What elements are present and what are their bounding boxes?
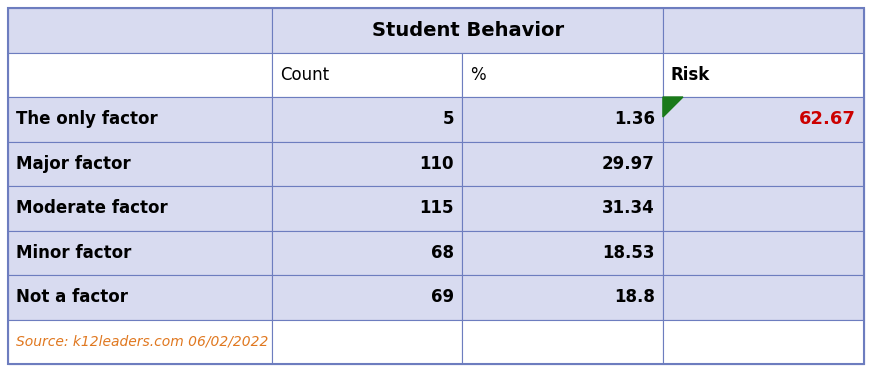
Bar: [8, 231, 272, 275]
Bar: [8, 275, 272, 320]
Bar: [272, 231, 462, 275]
Text: Count: Count: [280, 66, 330, 84]
Text: 69: 69: [431, 288, 453, 306]
Text: Not a factor: Not a factor: [16, 288, 128, 306]
Bar: [8, 97, 272, 141]
Text: Moderate factor: Moderate factor: [16, 199, 167, 217]
Text: 62.67: 62.67: [799, 110, 856, 128]
Bar: [462, 52, 663, 97]
Bar: [663, 231, 864, 275]
Text: 115: 115: [419, 199, 453, 217]
Bar: [663, 97, 864, 141]
Bar: [663, 52, 864, 97]
Bar: [663, 275, 864, 320]
Bar: [272, 320, 462, 364]
Bar: [272, 8, 663, 52]
Bar: [8, 8, 272, 52]
Bar: [272, 52, 462, 97]
Bar: [272, 275, 462, 320]
Text: Source: k12leaders.com 06/02/2022: Source: k12leaders.com 06/02/2022: [16, 335, 269, 349]
Bar: [8, 186, 272, 231]
Text: %: %: [470, 66, 486, 84]
Bar: [663, 320, 864, 364]
Text: 110: 110: [419, 155, 453, 173]
Text: 5: 5: [442, 110, 453, 128]
Bar: [462, 231, 663, 275]
Bar: [663, 8, 864, 52]
Bar: [272, 97, 462, 141]
Bar: [663, 186, 864, 231]
Text: 29.97: 29.97: [602, 155, 655, 173]
Bar: [462, 186, 663, 231]
Text: Major factor: Major factor: [16, 155, 131, 173]
Bar: [462, 97, 663, 141]
Bar: [462, 275, 663, 320]
Text: Student Behavior: Student Behavior: [371, 21, 563, 40]
Bar: [462, 320, 663, 364]
Text: 68: 68: [431, 244, 453, 262]
Text: Minor factor: Minor factor: [16, 244, 132, 262]
Text: 31.34: 31.34: [603, 199, 655, 217]
Text: The only factor: The only factor: [16, 110, 158, 128]
Bar: [8, 52, 272, 97]
Bar: [8, 320, 272, 364]
Bar: [272, 141, 462, 186]
Bar: [8, 141, 272, 186]
Polygon shape: [663, 97, 683, 117]
Bar: [663, 141, 864, 186]
Bar: [462, 141, 663, 186]
Text: 1.36: 1.36: [614, 110, 655, 128]
Text: 18.8: 18.8: [614, 288, 655, 306]
Bar: [272, 186, 462, 231]
Text: Risk: Risk: [671, 66, 710, 84]
Text: 18.53: 18.53: [603, 244, 655, 262]
